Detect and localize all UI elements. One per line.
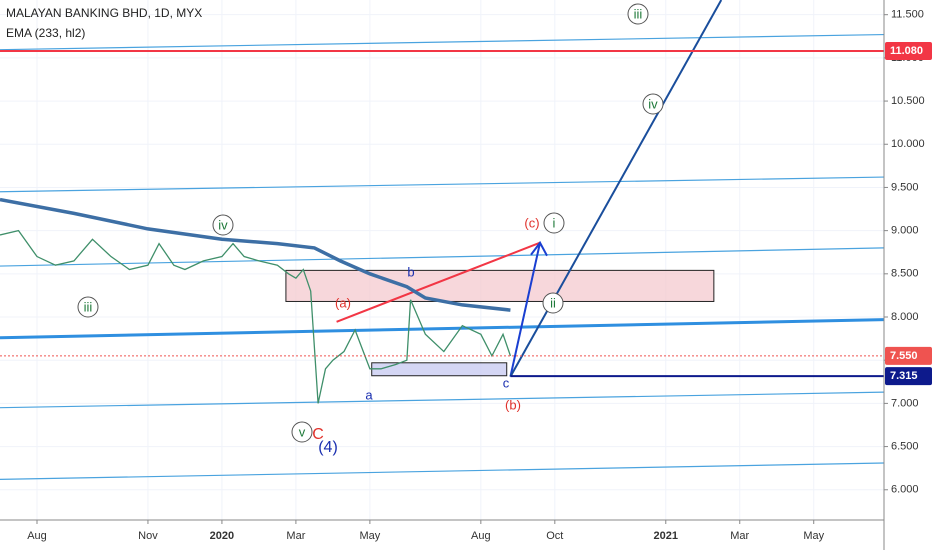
- wave-label: (a): [335, 295, 351, 310]
- zone-box: [371, 362, 508, 377]
- price-tag-label: 7.315: [890, 370, 918, 382]
- x-tick-label: Mar: [730, 530, 749, 542]
- trend-line: [509, 0, 723, 378]
- x-tick-label: 2021: [654, 530, 678, 542]
- chart-title: MALAYAN BANKING BHD, 1D, MYX: [6, 6, 202, 20]
- wave-label: i: [553, 215, 556, 230]
- wave-label: iv: [648, 96, 658, 111]
- y-tick-label: 10.000: [891, 138, 925, 150]
- wave-circle: [291, 421, 313, 443]
- x-tick-label: May: [359, 530, 380, 542]
- y-tick-label: 11.500: [891, 9, 924, 21]
- wave-label: iv: [218, 217, 228, 232]
- wave-circle: [542, 292, 564, 314]
- x-tick-label: 2020: [210, 530, 234, 542]
- wave-label: ii: [550, 295, 556, 310]
- indicator-label: EMA (233, hl2): [6, 26, 85, 40]
- x-tick-label: Nov: [138, 530, 158, 542]
- trend-line: [0, 176, 885, 193]
- x-tick-label: Aug: [471, 530, 491, 542]
- wave-label: a: [365, 387, 373, 402]
- y-tick-label: 9.000: [891, 225, 919, 237]
- ema-line: [0, 197, 511, 312]
- wave-label: b: [407, 264, 414, 279]
- wave-label: (b): [505, 397, 521, 412]
- arrow-head: [530, 240, 548, 257]
- y-tick-label: 10.500: [891, 95, 925, 107]
- y-tick-label: 9.500: [891, 181, 919, 193]
- wave-circle: [77, 296, 99, 318]
- x-tick-label: May: [803, 530, 824, 542]
- wave-label: v: [299, 424, 306, 439]
- trend-line: [0, 391, 885, 409]
- wave-label: (c): [524, 215, 539, 230]
- price-tag-label: 11.080: [890, 45, 923, 57]
- wave-label: c: [503, 375, 510, 390]
- y-tick-label: 6.500: [891, 440, 919, 452]
- price-tag: [885, 41, 932, 60]
- price-line: [0, 229, 512, 404]
- wave-circle: [627, 3, 649, 25]
- wave-label: iii: [634, 6, 643, 21]
- wave-label: (4): [318, 439, 338, 456]
- wave-circle: [212, 214, 234, 236]
- y-tick-label: 8.000: [891, 311, 919, 323]
- y-tick-label: 8.500: [891, 268, 919, 280]
- wave-circle: [642, 93, 664, 115]
- price-tag: [885, 346, 932, 365]
- trend-line: [509, 242, 541, 377]
- wave-label: C: [312, 426, 324, 443]
- trend-line: [0, 247, 885, 267]
- x-tick-label: Oct: [546, 530, 563, 542]
- price-tag-label: 7.550: [890, 350, 918, 362]
- x-tick-label: Aug: [27, 530, 47, 542]
- trend-line: [0, 318, 885, 340]
- wave-label: iii: [84, 299, 93, 314]
- wave-circle: [543, 212, 565, 234]
- trend-line: [336, 241, 541, 323]
- plot-area: [0, 0, 885, 520]
- trend-line: [0, 33, 885, 51]
- y-tick-label: 6.000: [891, 484, 919, 496]
- y-tick-label: 7.000: [891, 397, 919, 409]
- price-tag: [885, 367, 932, 386]
- x-tick-label: Mar: [286, 530, 305, 542]
- trend-line: [0, 462, 885, 481]
- zone-box: [285, 269, 715, 302]
